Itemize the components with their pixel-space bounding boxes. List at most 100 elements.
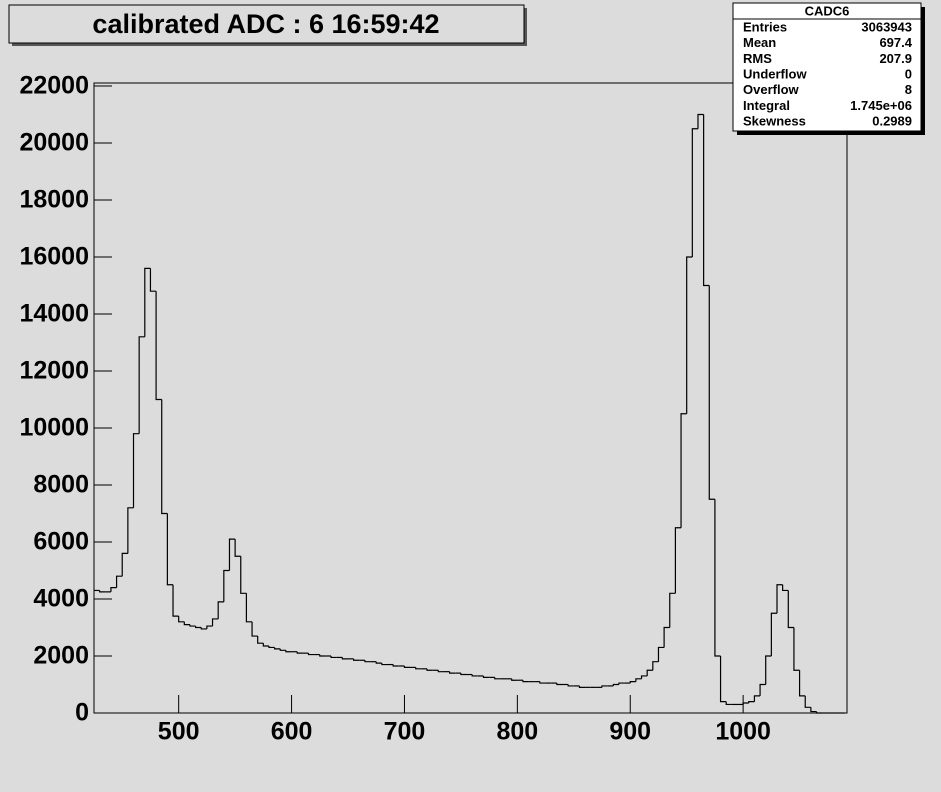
histogram-bin [782, 584, 789, 592]
histogram-bin [240, 556, 247, 594]
histogram-bin [110, 587, 117, 592]
y-tick-label: 16000 [19, 243, 89, 271]
histogram-bin [257, 636, 264, 644]
histogram-bin [646, 669, 653, 676]
plot: 0 2000 4000 6000 8000 10000 12000 14000 16000 180… [19, 72, 845, 746]
histogram-bin [403, 665, 411, 668]
chart-title: calibrated ADC : 6 16:59:42 [92, 9, 439, 39]
histogram-bin [612, 683, 619, 686]
histogram-bin [189, 624, 196, 627]
histogram-bin [742, 702, 749, 705]
histogram-bin [753, 695, 761, 702]
histogram-bin [714, 499, 721, 657]
histogram-bin [663, 626, 670, 648]
x-tick-label: 700 [384, 718, 426, 746]
histogram-bin [810, 707, 817, 713]
y-tick-label: 22000 [19, 72, 89, 100]
histogram-bin [426, 668, 433, 671]
histogram-bin [522, 680, 529, 683]
histogram-bin [364, 660, 371, 663]
histogram-bin [804, 695, 811, 708]
histogram-bin [234, 539, 241, 557]
histogram-bin [228, 538, 236, 571]
histogram-bin [132, 433, 140, 508]
histogram-bin [206, 625, 213, 629]
histogram-bin [172, 584, 179, 617]
y-tick-label: 12000 [19, 357, 89, 385]
x-tick-label: 800 [496, 718, 538, 746]
histogram-bin [183, 621, 190, 626]
stats-label: Entries [743, 19, 787, 34]
stats-value: 0.2989 [872, 114, 912, 129]
y-tick-label: 0 [75, 699, 89, 727]
histogram-bin [245, 593, 253, 623]
stats-value: 697.4 [879, 35, 912, 50]
histogram-bin [319, 654, 326, 657]
histogram-bin [285, 650, 292, 653]
histogram-bin [99, 590, 106, 593]
histogram-bin [166, 513, 174, 586]
y-tick-label: 2000 [33, 642, 89, 670]
histogram-bin [149, 268, 157, 292]
histogram-bin [697, 113, 704, 129]
stats-label: Integral [743, 98, 790, 113]
x-tick-label: 600 [271, 718, 313, 746]
histogram-bin [629, 681, 636, 684]
x-tick-label: 900 [609, 718, 651, 746]
histogram-bin [657, 646, 665, 662]
histogram-bin [296, 651, 303, 654]
histogram-bin [793, 627, 800, 671]
histogram-bin [392, 664, 399, 667]
histogram-bin [223, 569, 230, 602]
histogram-bin [341, 657, 349, 660]
histogram-bin [415, 667, 422, 670]
histogram-bin [115, 575, 123, 588]
histogram-bin [703, 114, 710, 287]
histogram-bin [725, 701, 732, 706]
histogram-bin [556, 683, 563, 686]
y-tick-label: 6000 [33, 528, 89, 556]
histogram-bin [652, 661, 659, 671]
stats-value: 0 [905, 67, 912, 82]
histogram-bin [494, 677, 501, 680]
histogram-bin [195, 626, 202, 629]
histogram-bin [640, 675, 648, 679]
histogram-bin [691, 128, 698, 257]
y-tick-label: 8000 [33, 471, 89, 499]
histogram-bin [708, 285, 715, 500]
histogram-bin [770, 612, 778, 656]
histogram-bin [375, 661, 382, 664]
stats-label: Underflow [743, 67, 807, 82]
histogram-bin [471, 674, 478, 677]
histogram-bin [539, 681, 546, 684]
histogram-bin [748, 701, 755, 704]
histogram-bin [815, 711, 823, 714]
histogram-bin [776, 584, 783, 614]
histogram-bin [719, 656, 727, 703]
histogram-bin [674, 527, 682, 594]
histogram-bin [307, 653, 315, 656]
stats-value: 1.745e+06 [850, 98, 912, 113]
histogram-bin [669, 592, 676, 628]
y-tick-label: 18000 [19, 186, 89, 214]
histogram-bin [765, 655, 772, 685]
y-tick-label: 10000 [19, 414, 89, 442]
x-tick-label: 1000 [715, 718, 771, 746]
stats-value: 8 [905, 82, 912, 97]
histogram-bin [279, 648, 286, 651]
histogram-bin [251, 621, 258, 637]
histogram-bin [449, 671, 456, 674]
histogram-bin [217, 601, 224, 619]
histogram-bin [268, 646, 275, 649]
histogram-bin [121, 552, 128, 577]
y-tick-label: 4000 [33, 585, 89, 613]
y-tick-label: 20000 [19, 129, 89, 157]
histogram-bin [618, 682, 625, 685]
stats-label: Mean [743, 35, 776, 50]
stats-rows: Entries 3063943 Mean 697.4 RMS 207.9 Underflow… [743, 19, 913, 128]
histogram-bin [211, 618, 219, 627]
stats-title: CADC6 [805, 3, 850, 18]
x-tick-label: 500 [158, 718, 200, 746]
stats-label: Overflow [743, 82, 800, 97]
